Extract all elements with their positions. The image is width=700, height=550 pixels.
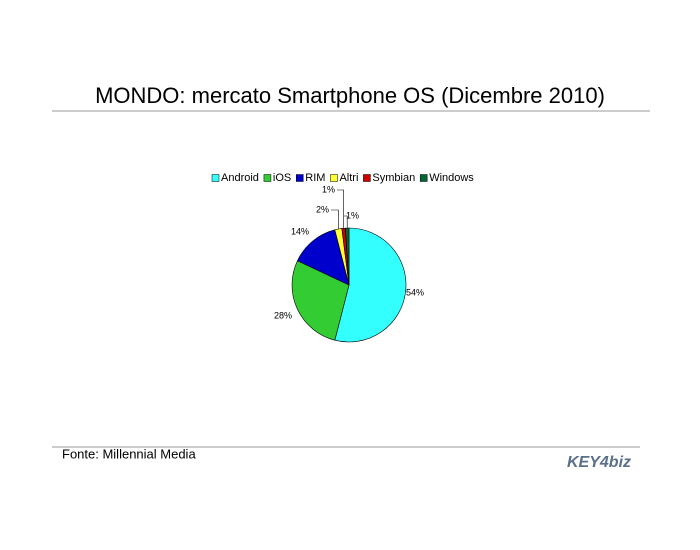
data-label: 2% [316, 204, 329, 214]
legend-swatch [363, 174, 371, 182]
legend-label: Android [221, 172, 259, 184]
leader-line [331, 209, 339, 230]
legend-swatch [263, 174, 272, 182]
data-label: 14% [291, 226, 309, 236]
legend-swatch [330, 174, 338, 182]
pie-chart: Android iOS RIM Altri Symbian Windows 54% 28% 14… [211, 172, 474, 343]
legend-label: iOS [273, 172, 291, 184]
legend-swatch [419, 174, 428, 182]
legend-label: Symbian [372, 172, 415, 184]
data-label: 1% [322, 184, 335, 194]
legend-label: RIM [305, 172, 325, 184]
data-label: 54% [406, 287, 424, 297]
pie-slice [291, 260, 350, 341]
leader-line [337, 189, 344, 229]
chart-title: MONDO: mercato Smartphone OS (Dicembre 2… [95, 83, 605, 108]
data-label: 28% [274, 310, 292, 320]
legend-swatch [296, 174, 304, 182]
data-label: 1% [346, 210, 359, 220]
legend-swatch [211, 174, 220, 182]
legend-label: Windows [429, 172, 474, 184]
pie-slice [334, 227, 407, 343]
leader-line [344, 215, 348, 229]
logo: KEY4biz [567, 454, 631, 471]
legend-label: Altri [339, 172, 358, 184]
source: Fonte: Millennial Media [62, 446, 196, 461]
